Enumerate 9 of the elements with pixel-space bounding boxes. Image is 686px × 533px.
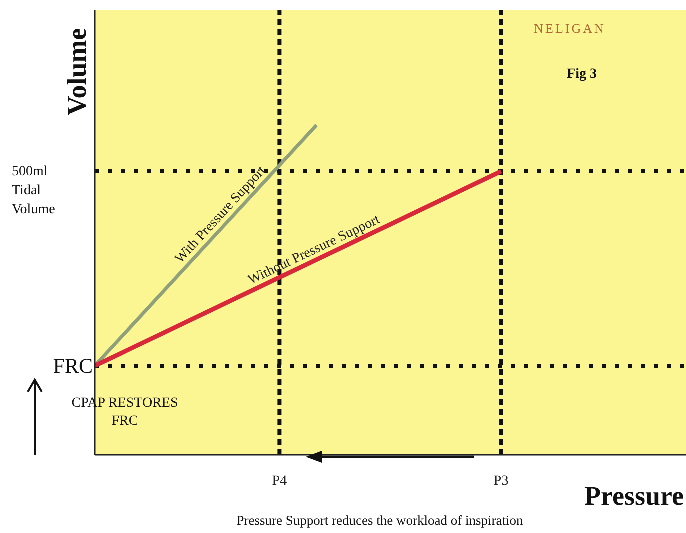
- x-tick-label: P4: [272, 474, 288, 489]
- text: Pressure Support reduces the workload of inspiration: [236, 513, 524, 528]
- caption: Fig 3: [567, 67, 597, 82]
- x-axis-title: Pressure: [584, 481, 684, 511]
- ref-line-label: 500ml Tidal Volume: [12, 164, 56, 218]
- text: NELIGAN: [534, 21, 606, 36]
- y-axis-title: Volume: [62, 28, 92, 116]
- ref-line-label: FRC: [53, 354, 93, 378]
- x-tick-label: P3: [494, 474, 509, 489]
